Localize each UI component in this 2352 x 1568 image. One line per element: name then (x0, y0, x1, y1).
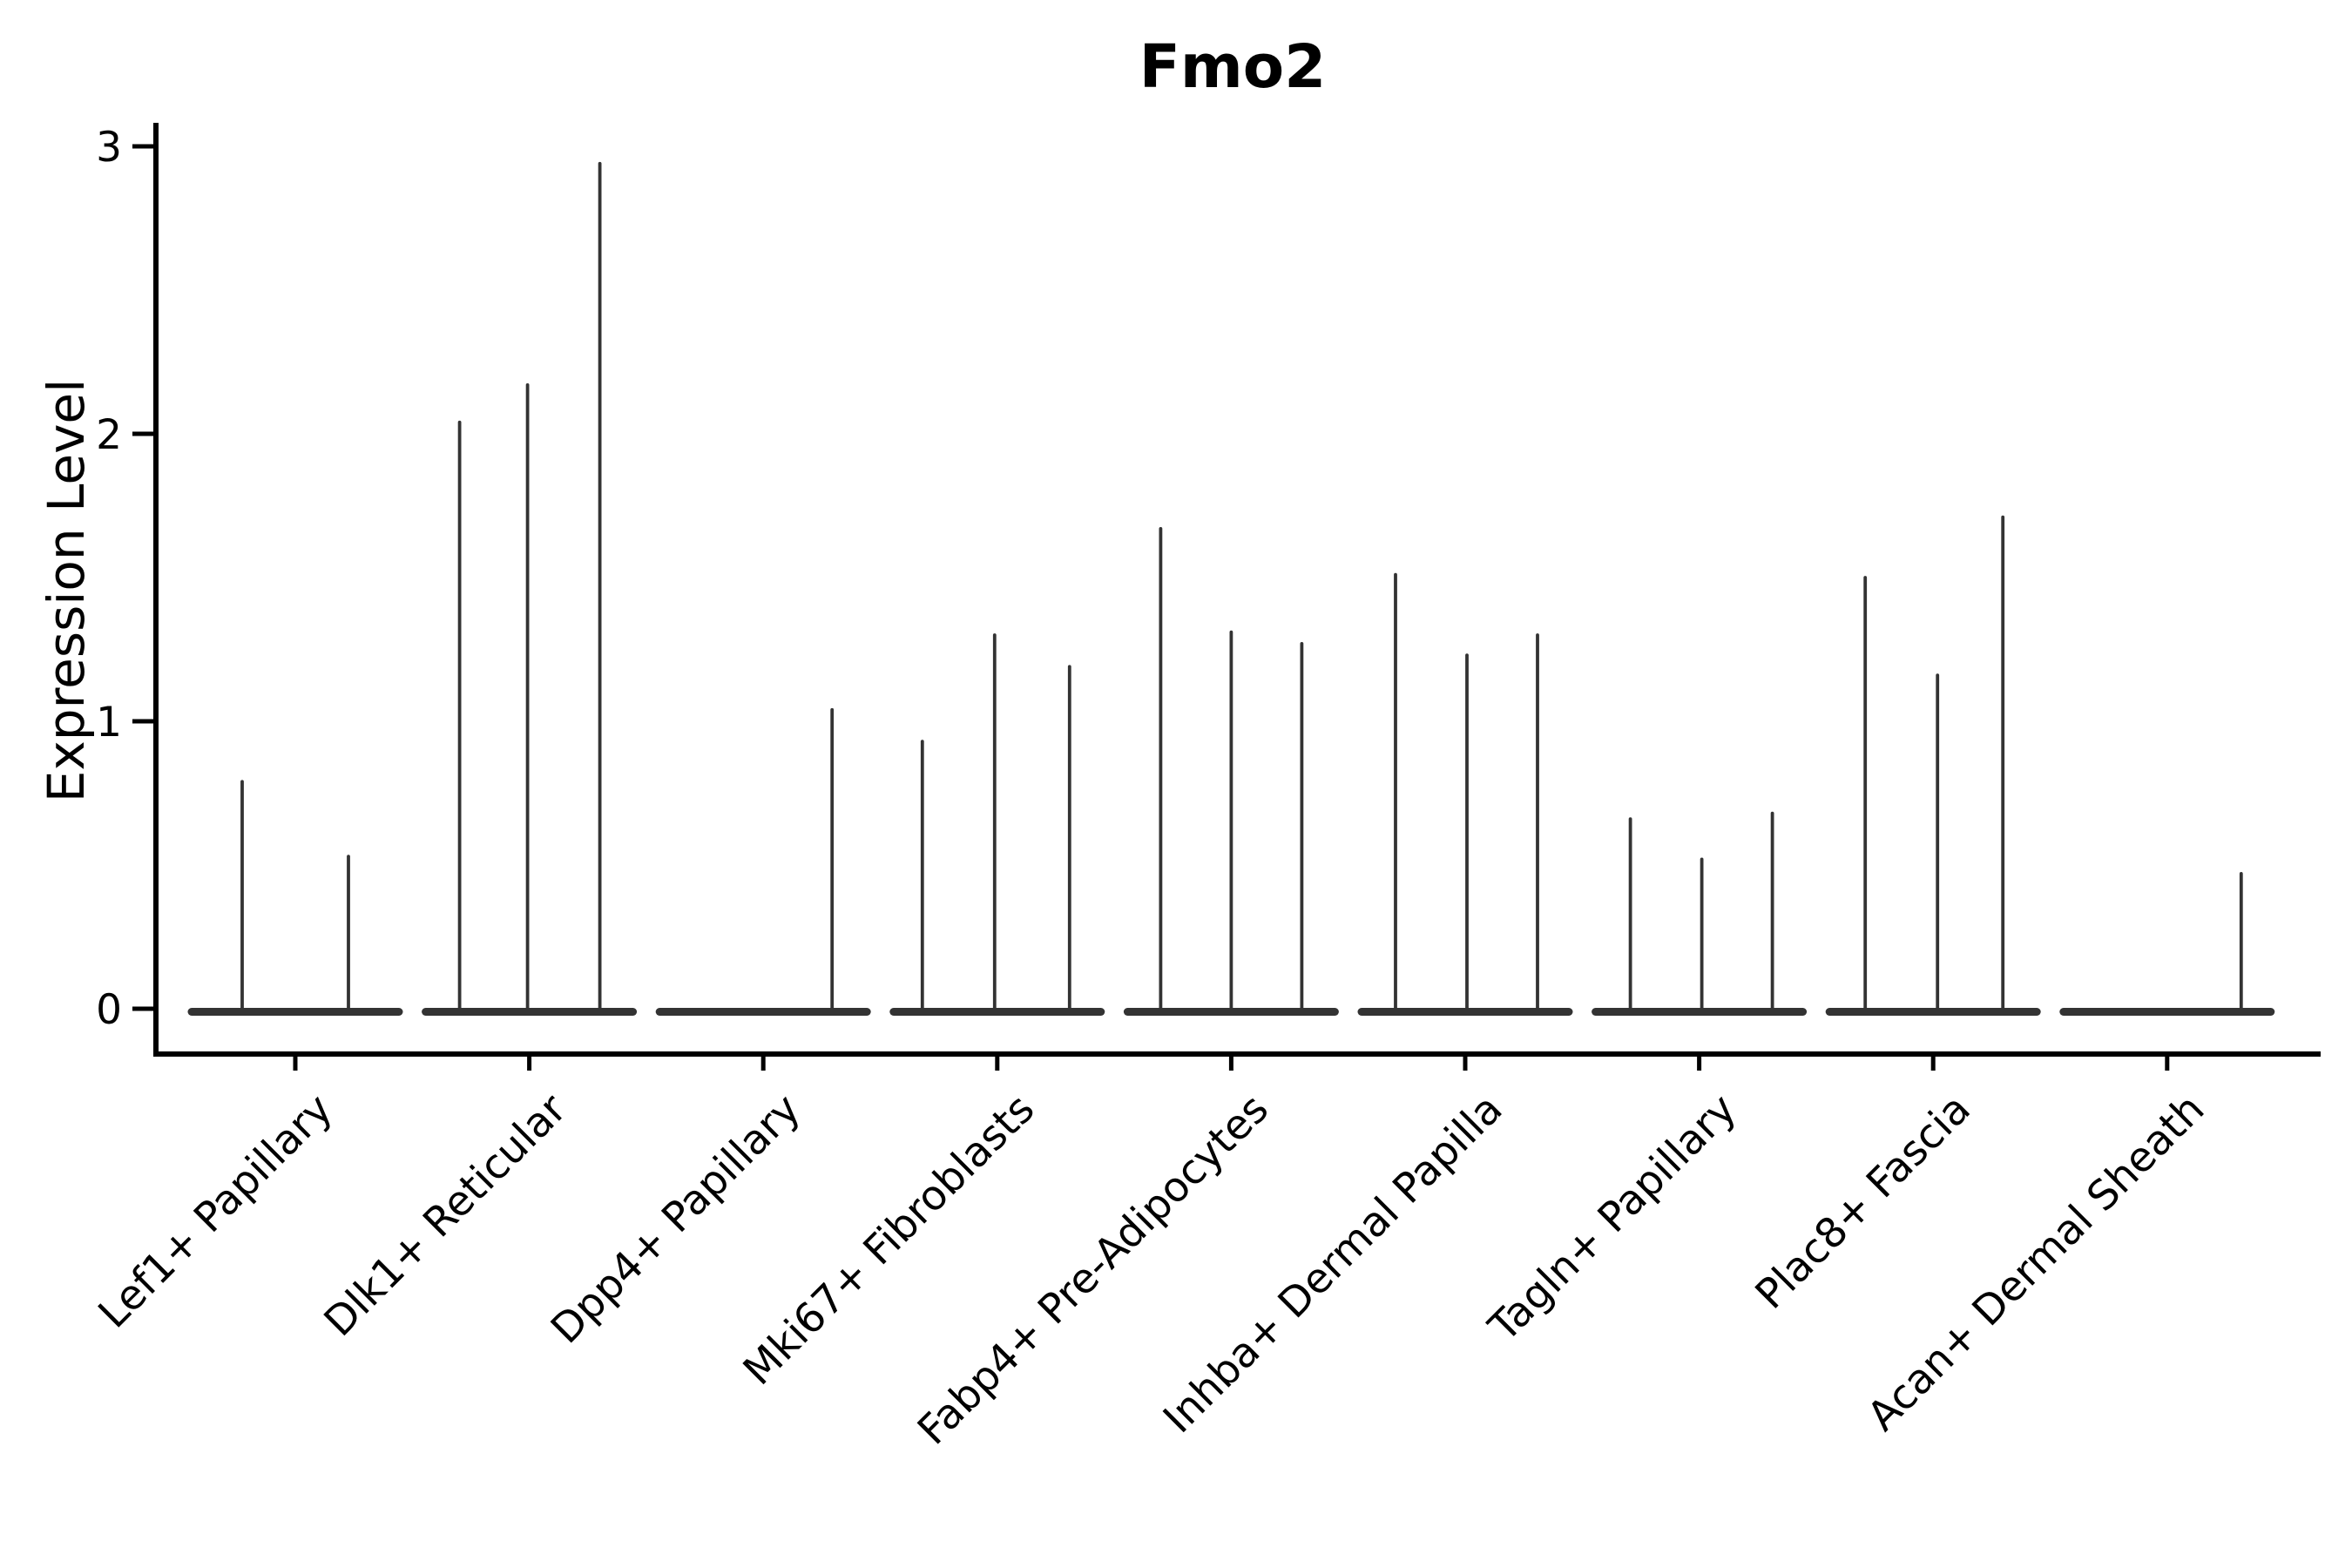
y-tick-labels: 0 1 2 3 (96, 124, 122, 1034)
y-axis-label: Expression Level (37, 379, 96, 802)
y-tick-label: 3 (96, 124, 122, 172)
violin-body (187, 1008, 403, 1016)
violin-body (889, 1008, 1105, 1016)
y-tick-label: 0 (96, 986, 122, 1034)
violin-body (422, 1008, 638, 1016)
violin-body (1123, 1008, 1339, 1016)
violin-body (1357, 1008, 1573, 1016)
chart-title: Fmo2 (1139, 32, 1326, 102)
violin-bodies (187, 1008, 2275, 1016)
x-tick-label: Lef1+ Papillary (90, 1085, 342, 1338)
violin-body (1592, 1008, 1808, 1016)
violin-body (2059, 1008, 2275, 1016)
violin-body (655, 1008, 871, 1016)
violin-spikes (240, 161, 2243, 1012)
x-tick-label: Tagln+ Papillary (1479, 1085, 1746, 1352)
y-tick-label: 2 (96, 411, 122, 459)
axes (132, 123, 2321, 1071)
violin-body (1825, 1008, 2041, 1016)
x-tick-label: Plac8+ Fascia (1747, 1085, 1980, 1319)
x-tick-label: Dpp4+ Papillary (542, 1085, 810, 1354)
x-tick-label: Dlk1+ Reticular (315, 1085, 577, 1346)
y-tick-label: 1 (96, 699, 122, 747)
